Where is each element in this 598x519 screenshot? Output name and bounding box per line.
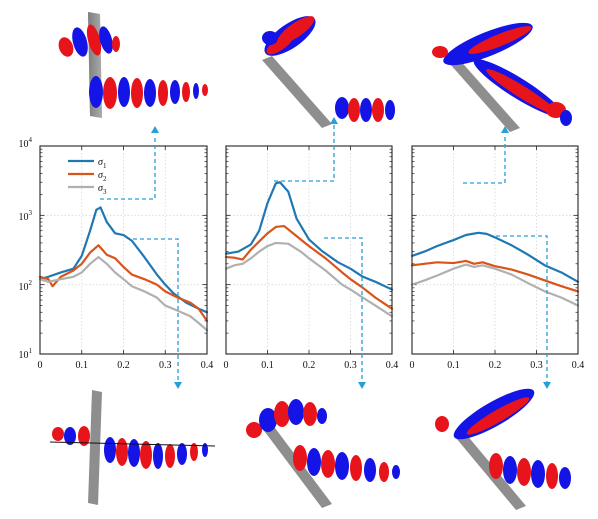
connector-peak-2 xyxy=(274,124,335,182)
connector-arrowheads xyxy=(151,117,551,389)
mode-visual-top-left xyxy=(58,12,208,118)
spectrum-panel-1: 0 0.1 0.2 0.3 0.4 xyxy=(38,145,214,371)
arrowhead-up xyxy=(151,126,159,133)
x-tick-label: 0.1 xyxy=(261,360,274,371)
axes-frame xyxy=(225,145,393,355)
mode-visual-bottom-middle xyxy=(246,399,400,508)
y-tick-label: 103 xyxy=(19,209,33,223)
y-tick-labels: 104 103 102 101 xyxy=(19,136,33,361)
mode-visual-bottom-right xyxy=(435,388,571,510)
spectrum-panel-2: 0 0.1 0.2 0.3 0.4 xyxy=(224,145,399,371)
x-tick-label: 0.3 xyxy=(159,360,172,371)
legend: σ1 σ2 σ3 xyxy=(68,157,107,196)
x-tick-label: 0.2 xyxy=(117,360,130,371)
arrowhead-up xyxy=(330,117,338,124)
mode-visual-bottom-left xyxy=(49,390,216,505)
spectrum-panel-3: 0 0.1 0.2 0.3 0.4 xyxy=(410,145,585,371)
arrowhead-down xyxy=(543,382,551,389)
connectors xyxy=(100,124,548,382)
mode-visual-top-right xyxy=(432,22,572,132)
series-line-sigma2 xyxy=(224,224,394,310)
x-tick-label: 0.2 xyxy=(303,360,316,371)
series-line-sigma1 xyxy=(38,206,209,314)
legend-label-sigma2: σ2 xyxy=(98,170,107,183)
plot-area xyxy=(40,146,207,354)
axes-frame xyxy=(39,145,208,355)
x-tick-label: 0 xyxy=(410,360,415,371)
x-tick-label: 0 xyxy=(38,360,43,371)
x-tick-label: 0.3 xyxy=(530,360,543,371)
connector-secondary-2 xyxy=(324,237,363,382)
x-tick-label: 0.2 xyxy=(489,360,502,371)
mode-visual-top-middle xyxy=(262,16,395,128)
series-line-sigma3 xyxy=(410,263,580,307)
x-tick-label: 0.3 xyxy=(344,360,357,371)
plot-area xyxy=(412,146,578,354)
connector-secondary-1 xyxy=(133,238,179,382)
legend-label-sigma1: σ1 xyxy=(98,157,107,170)
y-tick-label: 101 xyxy=(19,347,33,361)
y-tick-label: 102 xyxy=(19,279,33,293)
axes-frame xyxy=(411,145,579,355)
series-line-sigma3 xyxy=(38,255,209,332)
x-tick-label: 0.4 xyxy=(386,360,399,371)
connector-secondary-3 xyxy=(496,235,548,382)
x-tick-label: 0.4 xyxy=(201,360,214,371)
x-tick-label: 0.1 xyxy=(76,360,89,371)
arrowhead-down xyxy=(358,382,366,389)
x-tick-label: 0.4 xyxy=(572,360,585,371)
series-line-sigma1 xyxy=(224,181,394,291)
y-tick-label: 104 xyxy=(19,136,33,150)
series-line-sigma1 xyxy=(410,231,580,283)
arrowhead-up xyxy=(501,126,509,133)
series-line-sigma2 xyxy=(38,244,209,323)
arrowhead-down xyxy=(174,382,182,389)
series-line-sigma3 xyxy=(224,241,394,318)
series-line-sigma2 xyxy=(410,259,580,293)
legend-label-sigma3: σ3 xyxy=(98,183,107,196)
connector-peak-3 xyxy=(463,135,506,184)
x-tick-label: 0 xyxy=(224,360,229,371)
x-tick-label: 0.1 xyxy=(447,360,460,371)
